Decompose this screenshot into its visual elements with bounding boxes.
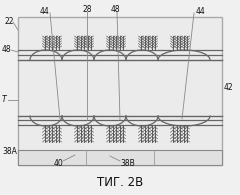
Text: 44: 44 <box>195 6 205 15</box>
Text: ΤИГ. 2В: ΤИГ. 2В <box>97 176 143 189</box>
Text: 22: 22 <box>4 18 14 27</box>
Bar <box>18 17 222 165</box>
Text: 38А: 38А <box>3 147 18 157</box>
Text: 38В: 38В <box>121 159 135 168</box>
Text: 48: 48 <box>1 45 11 54</box>
Text: 48: 48 <box>110 4 120 13</box>
Text: 40: 40 <box>53 159 63 168</box>
Text: 28: 28 <box>82 4 92 13</box>
Text: 44: 44 <box>39 6 49 15</box>
Bar <box>18 150 222 165</box>
Text: T: T <box>2 96 6 105</box>
Text: 42: 42 <box>223 83 233 92</box>
